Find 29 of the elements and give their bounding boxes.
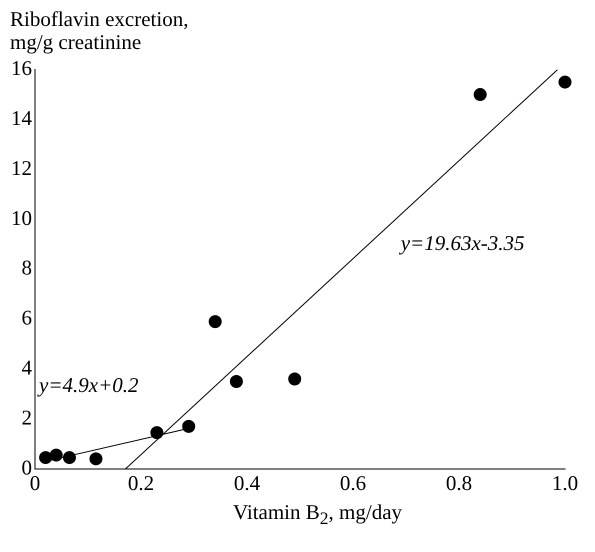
point [39,451,52,464]
y-tick-label: 10 [11,206,32,230]
point [230,374,243,388]
x-tick-label: 0.6 [340,470,366,495]
x-tick-label: 0.4 [234,470,261,495]
y-tick-label: 0 [22,455,32,480]
x-tick-label: 0.2 [128,470,154,495]
point [474,88,487,102]
point [150,426,164,440]
y-tick-label: 14 [11,106,32,130]
y-tick-label: 4 [22,356,32,380]
x-tick-label: 0.8 [446,470,472,495]
y-tick-label: 8 [22,256,32,280]
y-tick-label: 12 [11,156,32,180]
point [182,420,196,433]
y-axis-title: Riboflavin excretion, mg/g creatinine [10,7,190,54]
point [558,76,572,89]
point [208,315,222,328]
point [89,452,102,466]
annotation: y=4.9x+0.2 [37,372,139,397]
x-tick-label: 1.0 [552,470,578,495]
annotation: y=19.63x-3.35 [398,231,525,256]
y-tick-label: 2 [22,405,32,430]
y-tick-label: 6 [22,306,32,330]
point [62,451,76,464]
point [288,372,302,386]
point [50,448,63,462]
x-axis-title: Vitamin B$_{2}$, mg/day [232,500,404,530]
y-tick-label: 16 [11,56,32,80]
